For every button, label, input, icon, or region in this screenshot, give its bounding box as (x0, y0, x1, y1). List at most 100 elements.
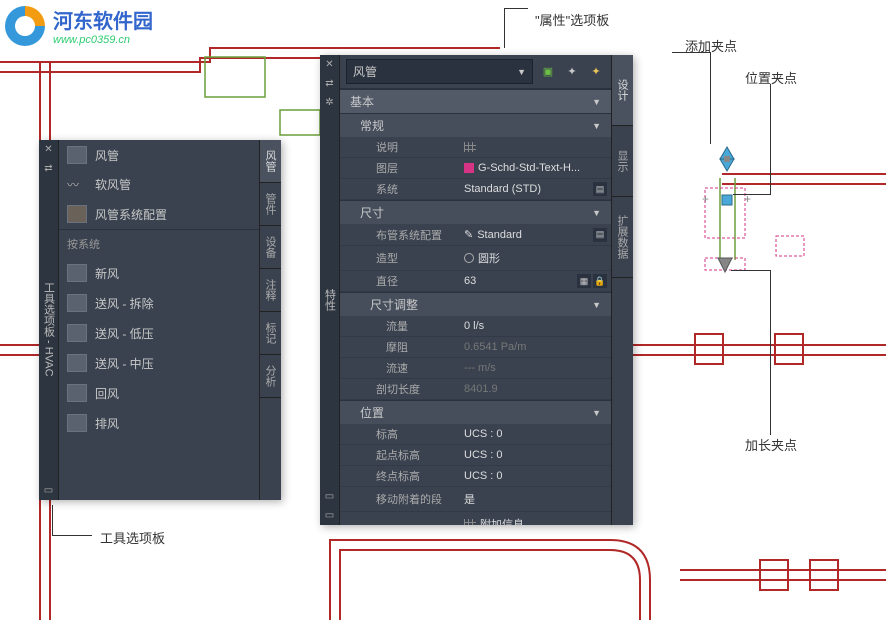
prop-extra-info[interactable]: 附加信息 (340, 512, 611, 525)
svg-text:+: + (702, 192, 709, 206)
collapse-icon: ▼ (592, 121, 601, 131)
duct-icon (67, 384, 87, 402)
prop-friction: 摩阻0.6541 Pa/m (340, 337, 611, 358)
tool-item-label: 新风 (95, 265, 119, 282)
tab-duct[interactable]: 风管 (260, 140, 281, 183)
by-system-header: 按系统 (59, 229, 259, 258)
prop-elevation[interactable]: 标高UCS : 0 (340, 424, 611, 445)
tool-palette-titlebar[interactable]: ✕ ⇄ 工具选项板 - HVAC ▭ (39, 140, 59, 500)
prop-velocity: 流速--- m/s (340, 358, 611, 379)
pin-icon[interactable]: ⇄ (44, 163, 52, 174)
tool-item-label: 送风 - 低压 (95, 325, 154, 342)
tool-palette-body: 风管 〰软风管 风管系统配置 按系统 新风 送风 - 拆除 送风 - 低压 送风… (59, 140, 259, 500)
duct-icon (67, 354, 87, 372)
prop-shape[interactable]: 造型圆形 (340, 246, 611, 271)
flex-duct-icon: 〰 (67, 176, 87, 193)
calculator-icon[interactable]: ▦ (577, 274, 591, 288)
tab-display[interactable]: 显示 (612, 126, 633, 197)
tool-item-duct-system[interactable]: 风管系统配置 (59, 199, 259, 229)
grid-icon (464, 519, 476, 525)
duct-icon (67, 264, 87, 282)
tool-item-return-air[interactable]: 回风 (59, 378, 259, 408)
object-type-dropdown[interactable]: 风管 ▼ (346, 59, 533, 84)
prop-layer[interactable]: 图层G-Schd-Std-Text-H... (340, 158, 611, 179)
panel-icon-a[interactable]: ▭ (325, 491, 334, 502)
prop-flow[interactable]: 流量0 l/s (340, 316, 611, 337)
tab-equipment[interactable]: 设备 (260, 226, 281, 269)
tool-item-flex-duct[interactable]: 〰软风管 (59, 170, 259, 199)
tool-item-label: 回风 (95, 385, 119, 402)
props-scroll-area: 基本▼ 常规▼ 说明 图层G-Schd-Std-Text-H... 系统Stan… (340, 89, 611, 525)
prop-routing-config[interactable]: 布管系统配置✎Standard▤ (340, 224, 611, 246)
grid-icon (464, 142, 476, 152)
prop-end-elev[interactable]: 终点标高UCS : 0 (340, 466, 611, 487)
duct-system-icon (67, 205, 87, 223)
tab-tagging[interactable]: 标记 (260, 312, 281, 355)
lock-icon[interactable]: 🔒 (593, 274, 607, 288)
tool-item-label: 送风 - 中压 (95, 355, 154, 372)
section-basic[interactable]: 基本▼ (340, 89, 611, 113)
prop-description[interactable]: 说明 (340, 137, 611, 158)
section-location[interactable]: 位置▼ (340, 400, 611, 424)
prop-system[interactable]: 系统Standard (STD)▤ (340, 179, 611, 200)
logo-icon (5, 6, 45, 46)
section-size-adjust[interactable]: 尺寸调整▼ (340, 292, 611, 316)
menu-icon[interactable]: ▭ (44, 485, 53, 496)
duct-icon (67, 324, 87, 342)
tab-analysis[interactable]: 分析 (260, 355, 281, 398)
tool-item-supply-med[interactable]: 送风 - 中压 (59, 348, 259, 378)
edit-icon[interactable]: ▤ (593, 228, 607, 242)
options-icon[interactable]: ✲ (325, 97, 333, 108)
select-similar-icon[interactable]: ✦ (563, 63, 581, 81)
layer-color-swatch (464, 163, 474, 173)
pin-icon[interactable]: ⇄ (325, 78, 333, 89)
duct-icon (67, 146, 87, 164)
tool-palette-tabs: 风管 管件 设备 注释 标记 分析 (259, 140, 281, 500)
props-panel-titlebar[interactable]: ✕ ⇄ ✲ 特性 ▭ ▭ (320, 55, 340, 525)
duct-icon (67, 294, 87, 312)
logo-url: www.pc0359.cn (53, 34, 153, 46)
tab-fittings[interactable]: 管件 (260, 183, 281, 226)
close-icon[interactable]: ✕ (325, 59, 333, 70)
tab-design[interactable]: 设计 (612, 55, 633, 126)
tool-item-exhaust-air[interactable]: 排风 (59, 408, 259, 438)
tool-item-fresh-air[interactable]: 新风 (59, 258, 259, 288)
close-icon[interactable]: ✕ (44, 144, 52, 155)
annotation-tool-palette: 工具选项板 (100, 528, 165, 547)
prop-move-attached[interactable]: 移动附着的段是 (340, 487, 611, 512)
prop-cut-length: 剖切长度8401.9 (340, 379, 611, 400)
prop-diameter[interactable]: 直径63▦🔒 (340, 271, 611, 292)
tool-item-label: 排风 (95, 415, 119, 432)
prop-start-elev[interactable]: 起点标高UCS : 0 (340, 445, 611, 466)
annotation-add-grip: 添加夹点 (685, 36, 737, 55)
annotation-extend-grip: 加长夹点 (745, 435, 797, 454)
logo-title: 河东软件园 (53, 5, 153, 34)
collapse-icon: ▼ (592, 208, 601, 218)
tool-item-label: 风管系统配置 (95, 206, 167, 223)
site-logo: 河东软件园 www.pc0359.cn (5, 5, 153, 46)
collapse-icon: ▼ (592, 408, 601, 418)
collapse-icon: ▼ (592, 300, 601, 310)
tool-item-supply-low[interactable]: 送风 - 低压 (59, 318, 259, 348)
quick-select-icon[interactable]: ▣ (539, 63, 557, 81)
chevron-down-icon: ▼ (517, 67, 526, 77)
collapse-icon: ▼ (592, 97, 601, 107)
circle-shape-icon (464, 253, 474, 263)
edit-icon[interactable]: ▤ (593, 182, 607, 196)
section-size[interactable]: 尺寸▼ (340, 200, 611, 224)
section-general[interactable]: 常规▼ (340, 113, 611, 137)
object-type-value: 风管 (353, 63, 377, 80)
tab-annotation[interactable]: 注释 (260, 269, 281, 312)
tool-item-supply-demo[interactable]: 送风 - 拆除 (59, 288, 259, 318)
tab-extended-data[interactable]: 扩展数据 (612, 197, 633, 278)
svg-text:+: + (744, 192, 751, 206)
properties-panel: ✕ ⇄ ✲ 特性 ▭ ▭ 风管 ▼ ▣ ✦ ✦ 基本▼ 常规▼ 说明 图层G-S… (320, 55, 633, 525)
object-isolate-icon[interactable]: ✦ (587, 63, 605, 81)
tool-item-label: 风管 (95, 147, 119, 164)
tool-item-duct[interactable]: 风管 (59, 140, 259, 170)
annotation-position-grip: 位置夹点 (745, 68, 797, 87)
tool-item-label: 软风管 (95, 176, 131, 193)
tool-palette-panel: ✕ ⇄ 工具选项板 - HVAC ▭ 风管 〰软风管 风管系统配置 按系统 新风… (39, 140, 281, 500)
panel-icon-b[interactable]: ▭ (325, 510, 334, 521)
duct-icon (67, 414, 87, 432)
